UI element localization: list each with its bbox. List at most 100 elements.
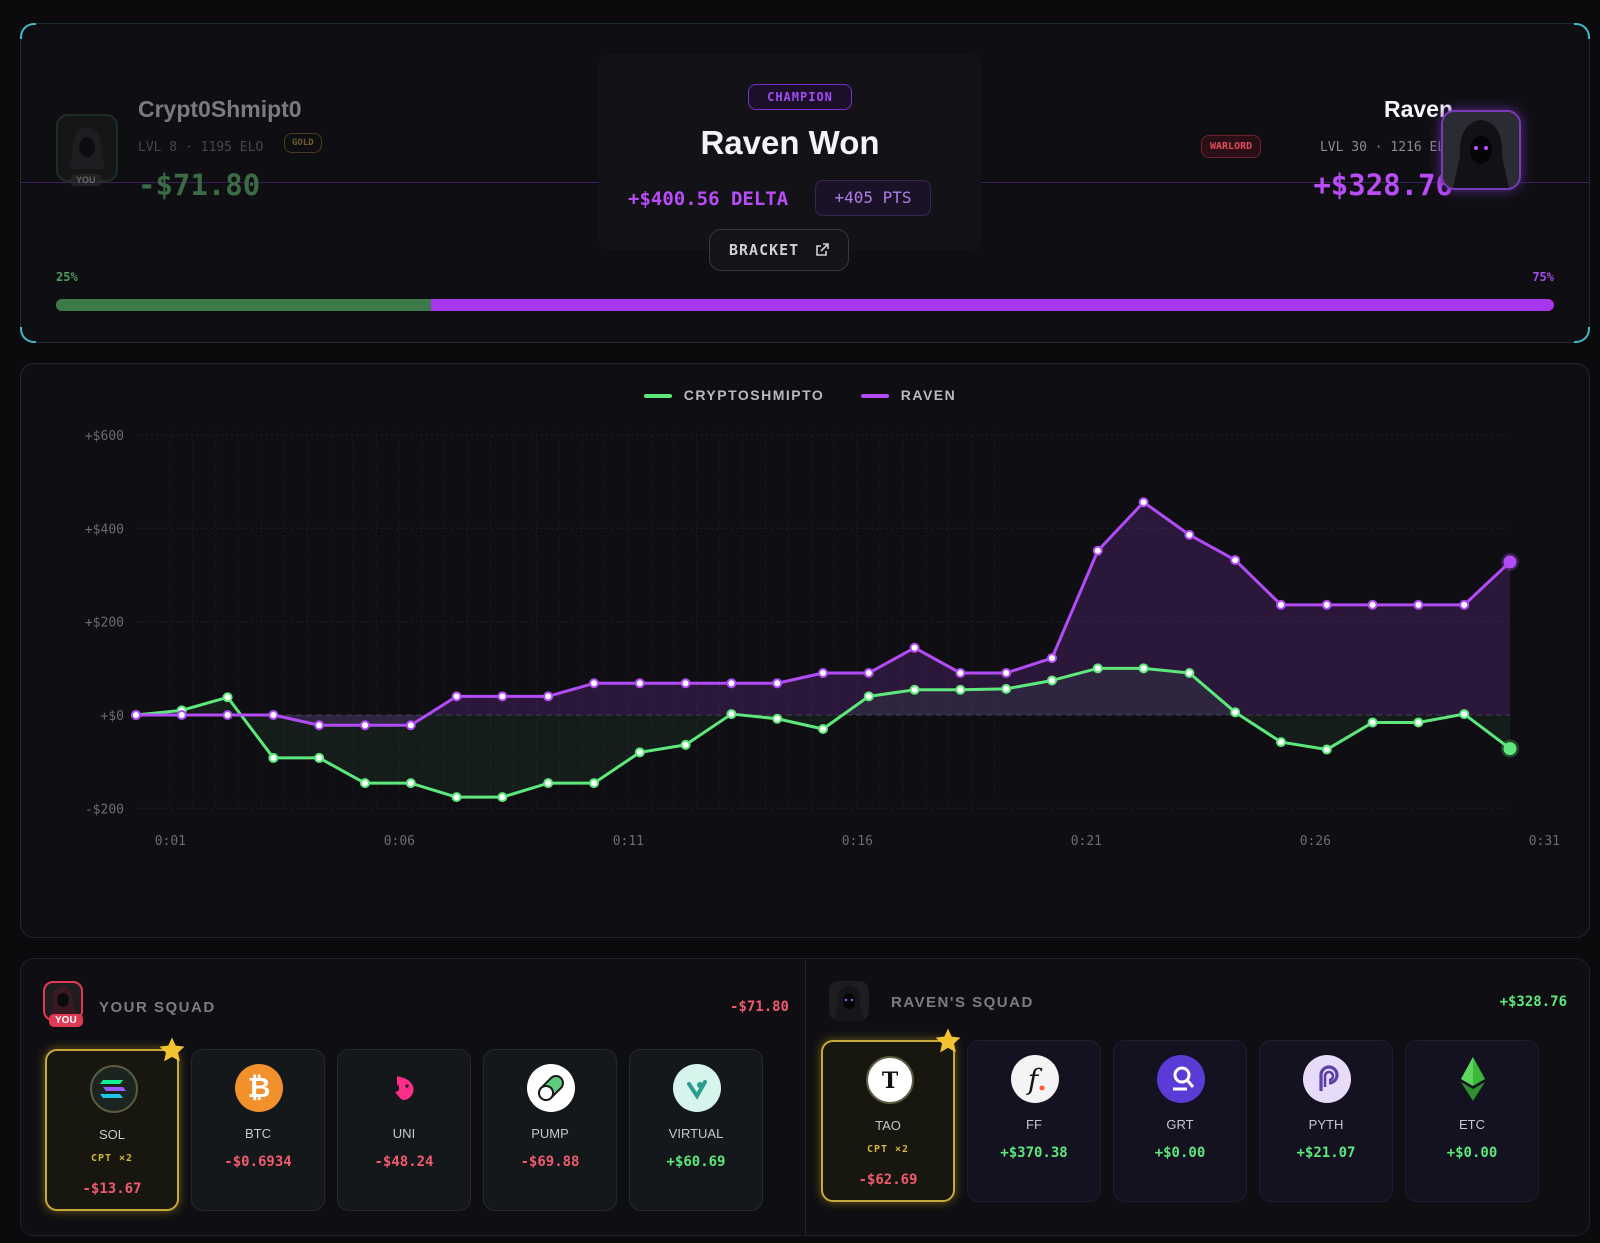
bitcoin-icon: ₿ <box>235 1064 283 1112</box>
token-symbol: VIRTUAL <box>668 1126 724 1141</box>
data-point <box>1092 545 1103 556</box>
data-point <box>1047 675 1057 686</box>
token-card-tao[interactable]: T TAO CPT ×2 -$62.69 <box>821 1028 961 1202</box>
result-card: CHAMPION Raven Won +$400.56 DELTA +405 P… <box>599 54 981 271</box>
token-card-ff[interactable]: f FF +$370.38 <box>967 1040 1101 1202</box>
y-tick-label: +$600 <box>85 429 124 444</box>
data-point <box>314 720 325 731</box>
legend-item-cryptoshmipto[interactable]: CRYPTOSHMIPTO <box>643 387 825 403</box>
token-card-btc[interactable]: ₿ BTC -$0.6934 <box>191 1049 325 1211</box>
token-card-virtual[interactable]: VIRTUAL +$60.69 <box>629 1049 763 1211</box>
pill-icon <box>527 1064 575 1112</box>
data-point <box>1459 709 1470 720</box>
data-point <box>863 691 874 702</box>
data-point <box>360 778 370 789</box>
captain-label: CPT ×2 <box>90 1153 134 1164</box>
data-point <box>1184 668 1195 678</box>
pyth-icon <box>1303 1055 1351 1103</box>
player2-delta: +$328.76 <box>1313 168 1453 202</box>
you-badge: YOU <box>71 174 101 186</box>
squads-panel: YOU YOUR SQUAD -$71.80 RAVEN'S SQUAD +$3… <box>20 958 1590 1236</box>
bittensor-icon: T <box>866 1056 914 1104</box>
data-point <box>1459 599 1470 610</box>
x-tick-label: 0:21 <box>1071 834 1102 849</box>
captain-star-icon <box>935 1028 961 1053</box>
x-tick-label: 0:06 <box>384 834 415 849</box>
your-squad-avatar: YOU <box>43 981 83 1027</box>
token-pnl: -$69.88 <box>520 1154 580 1170</box>
data-point <box>543 778 554 789</box>
token-symbol: FF <box>1026 1117 1042 1132</box>
data-point <box>680 678 691 689</box>
token-pnl: -$62.69 <box>858 1172 918 1188</box>
legend-item-raven[interactable]: RAVEN <box>860 387 956 403</box>
token-pnl: +$0.00 <box>1154 1145 1206 1161</box>
token-card-pyth[interactable]: PYTH +$21.07 <box>1259 1040 1393 1202</box>
token-symbol: SOL <box>98 1127 125 1142</box>
data-point <box>1138 497 1149 508</box>
token-card-pump[interactable]: PUMP -$69.88 <box>483 1049 617 1211</box>
raven-squad-title: RAVEN'S SQUAD <box>891 994 1034 1011</box>
data-point <box>634 678 645 689</box>
x-tick-label: 0:26 <box>1300 834 1331 849</box>
token-card-etc[interactable]: ETC +$0.00 <box>1405 1040 1539 1202</box>
data-point <box>1503 555 1517 569</box>
data-point <box>680 739 691 750</box>
svg-text:T: T <box>882 1068 899 1094</box>
data-point <box>1276 737 1286 748</box>
data-point <box>222 692 233 703</box>
data-point <box>1092 663 1103 674</box>
data-point <box>451 792 462 803</box>
data-point <box>1276 599 1286 610</box>
data-point <box>1413 717 1424 728</box>
player2-tier-badge: WARLORD <box>1201 135 1262 158</box>
player1-tier-badge: GOLD <box>284 133 322 153</box>
player1-name: Crypt0Shmipt0 <box>138 96 302 122</box>
share-bar <box>56 299 1554 311</box>
data-point <box>1001 683 1012 694</box>
data-point <box>1321 744 1332 755</box>
y-tick-label: +$400 <box>85 522 124 537</box>
token-pnl: +$370.38 <box>1000 1145 1068 1161</box>
captain-star-icon <box>159 1037 185 1062</box>
x-tick-label: 0:01 <box>155 834 186 849</box>
data-point <box>1503 742 1517 756</box>
token-card-uni[interactable]: UNI -$48.24 <box>337 1049 471 1211</box>
data-point <box>1321 599 1332 610</box>
match-header: YOU Crypt0Shmipt0 LVL 8 · 1195 ELO GOLD … <box>20 23 1590 343</box>
data-point <box>1230 707 1241 718</box>
data-point <box>497 792 508 803</box>
token-pnl: +$21.07 <box>1296 1145 1356 1161</box>
data-point <box>268 752 279 763</box>
result-points: +405 PTS <box>815 180 931 216</box>
player1-delta: -$71.80 <box>138 168 261 202</box>
chart-legend: CRYPTOSHMIPTO RAVEN <box>0 387 1600 409</box>
data-point <box>543 691 554 702</box>
data-point <box>634 747 645 758</box>
data-point <box>360 720 370 731</box>
you-badge: YOU <box>49 1014 83 1027</box>
token-card-grt[interactable]: GRT +$0.00 <box>1113 1040 1247 1202</box>
token-pnl: -$13.67 <box>82 1181 142 1197</box>
data-point <box>818 724 828 734</box>
token-card-sol[interactable]: SOL CPT ×2 -$13.67 <box>45 1037 185 1211</box>
x-tick-label: 0:11 <box>613 834 644 849</box>
token-symbol: ETC <box>1459 1117 1485 1132</box>
player2-share-label: 75% <box>1532 270 1554 284</box>
data-point <box>405 778 416 789</box>
token-pnl: +$0.00 <box>1446 1145 1498 1161</box>
data-point <box>818 668 828 678</box>
ethereum-classic-icon <box>1449 1055 1497 1103</box>
x-tick-label: 0:16 <box>842 834 873 849</box>
player1-share-label: 25% <box>56 270 78 284</box>
data-point <box>314 752 325 763</box>
data-point <box>909 642 920 653</box>
token-symbol: PYTH <box>1308 1117 1344 1132</box>
ff-icon: f <box>1011 1055 1059 1103</box>
raven-squad-avatar <box>829 981 869 1021</box>
token-symbol: GRT <box>1166 1117 1194 1132</box>
champion-badge: CHAMPION <box>748 84 852 110</box>
bracket-button[interactable]: BRACKET <box>709 229 849 271</box>
data-point <box>863 668 874 678</box>
result-title: Raven Won <box>700 124 880 161</box>
